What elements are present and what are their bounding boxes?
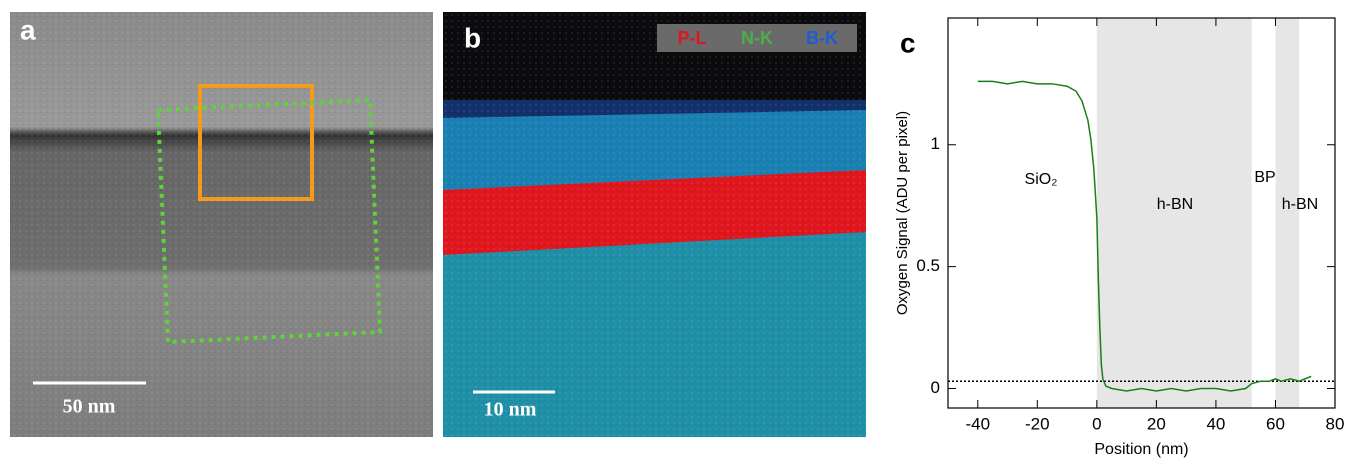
green-box (155, 97, 383, 345)
panel-label: b (464, 22, 481, 53)
plot-frame (947, 17, 1336, 409)
panel-b: P-L N-K B-K 10 nm b (443, 12, 866, 437)
annotation: h-BN (1282, 196, 1318, 213)
scale-label: 50 nm (63, 396, 116, 418)
y-tick-label: 0 (931, 378, 940, 397)
shaded-region (1096, 18, 1252, 408)
x-tick-label: 20 (1147, 414, 1166, 433)
y-tick-label: 0.5 (916, 256, 940, 275)
x-axis-label: Position (nm) (1094, 441, 1188, 458)
orange-box (198, 84, 314, 201)
panel-label: a (20, 14, 36, 45)
legend-box (657, 24, 857, 52)
shaded-region (1275, 18, 1300, 408)
annotation: BP (1254, 169, 1275, 186)
y-axis-label: Oxygen Signal (ADU per pixel) (894, 111, 911, 315)
legend-text: B-K (806, 28, 838, 48)
data-line (977, 80, 1312, 392)
x-tick-label: 60 (1266, 414, 1285, 433)
x-tick-label: 0 (1092, 414, 1101, 433)
annotation: h-BN (1157, 196, 1193, 213)
panel-a: 50 nm a (10, 12, 433, 437)
panel-label: c (900, 27, 916, 58)
noise (10, 12, 433, 437)
y-tick-label: 1 (931, 134, 940, 153)
x-tick-label: 40 (1206, 414, 1225, 433)
x-tick-label: -40 (965, 414, 990, 433)
x-tick-label: -20 (1025, 414, 1050, 433)
panel-c: c -40 -20 0 20 40 60 80 0 0.5 1 Position (nm) Oxyge… (894, 17, 1345, 458)
legend-text: N-K (741, 28, 773, 48)
x-tick-label: 80 (1326, 414, 1345, 433)
scale-label: 10 nm (484, 399, 537, 421)
annotation: SiO₂ (1025, 171, 1058, 188)
noise (443, 12, 866, 437)
legend-text: P-L (678, 28, 707, 48)
